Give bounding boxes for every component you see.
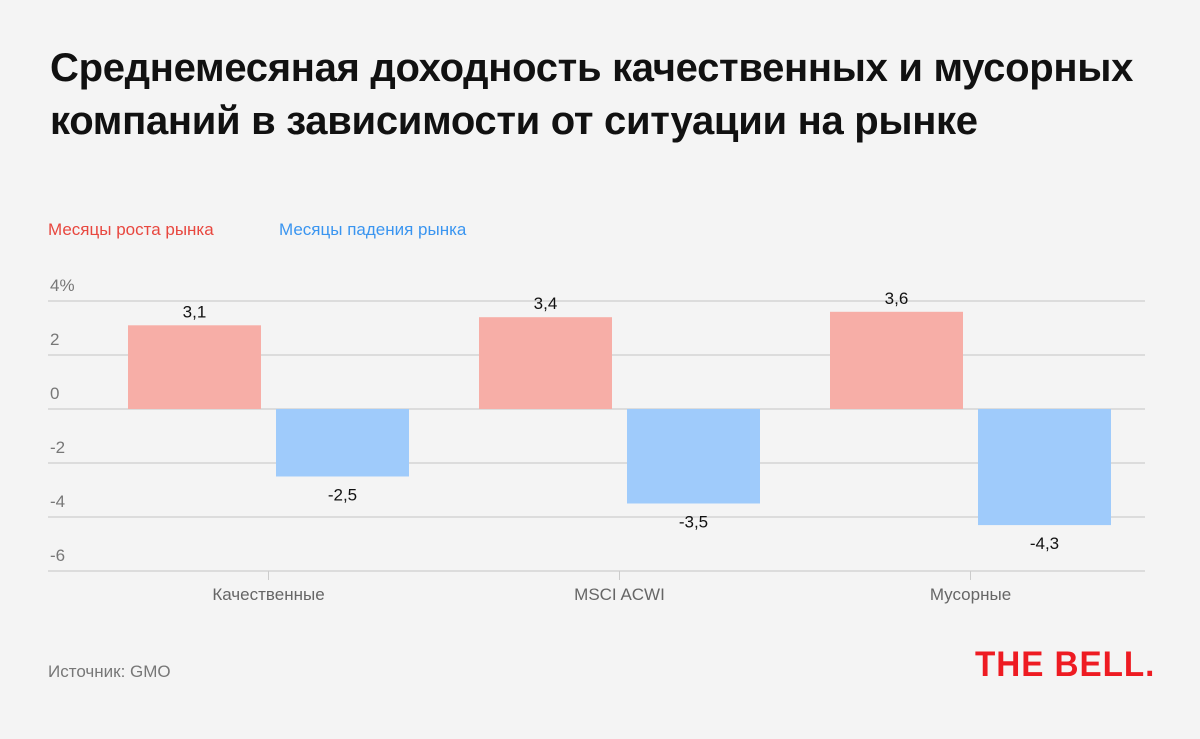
bar-up [830, 311, 963, 409]
data-label: 3,6 [885, 289, 909, 308]
y-tick-label: -6 [50, 546, 65, 565]
data-label: -4,3 [1030, 534, 1059, 553]
data-label: -3,5 [679, 513, 708, 532]
source-note: Источник: GMO [48, 662, 171, 681]
bar-up [479, 317, 612, 409]
the-bell-logo: THE BELL. [975, 645, 1156, 684]
data-label: 3,4 [534, 294, 558, 313]
y-tick-label: -4 [50, 492, 65, 511]
y-tick-label: -2 [50, 438, 65, 457]
chart-title: Среднемесяная доходность качественных и … [50, 46, 1134, 143]
y-tick-label: 2 [50, 330, 59, 349]
x-category-label: Качественные [212, 585, 324, 604]
bar-down [627, 409, 760, 504]
legend-up: Месяцы роста рынка [48, 220, 214, 239]
bar-down [276, 409, 409, 477]
y-tick-label: 0 [50, 384, 59, 403]
bar-up [128, 325, 261, 409]
y-tick-label: 4% [50, 276, 75, 295]
legend-down: Месяцы падения рынка [279, 220, 467, 239]
x-category-label: Мусорные [930, 585, 1011, 604]
bar-down [978, 409, 1111, 526]
data-label: -2,5 [328, 486, 357, 505]
x-category-label: MSCI ACWI [574, 585, 665, 604]
data-label: 3,1 [183, 302, 207, 321]
